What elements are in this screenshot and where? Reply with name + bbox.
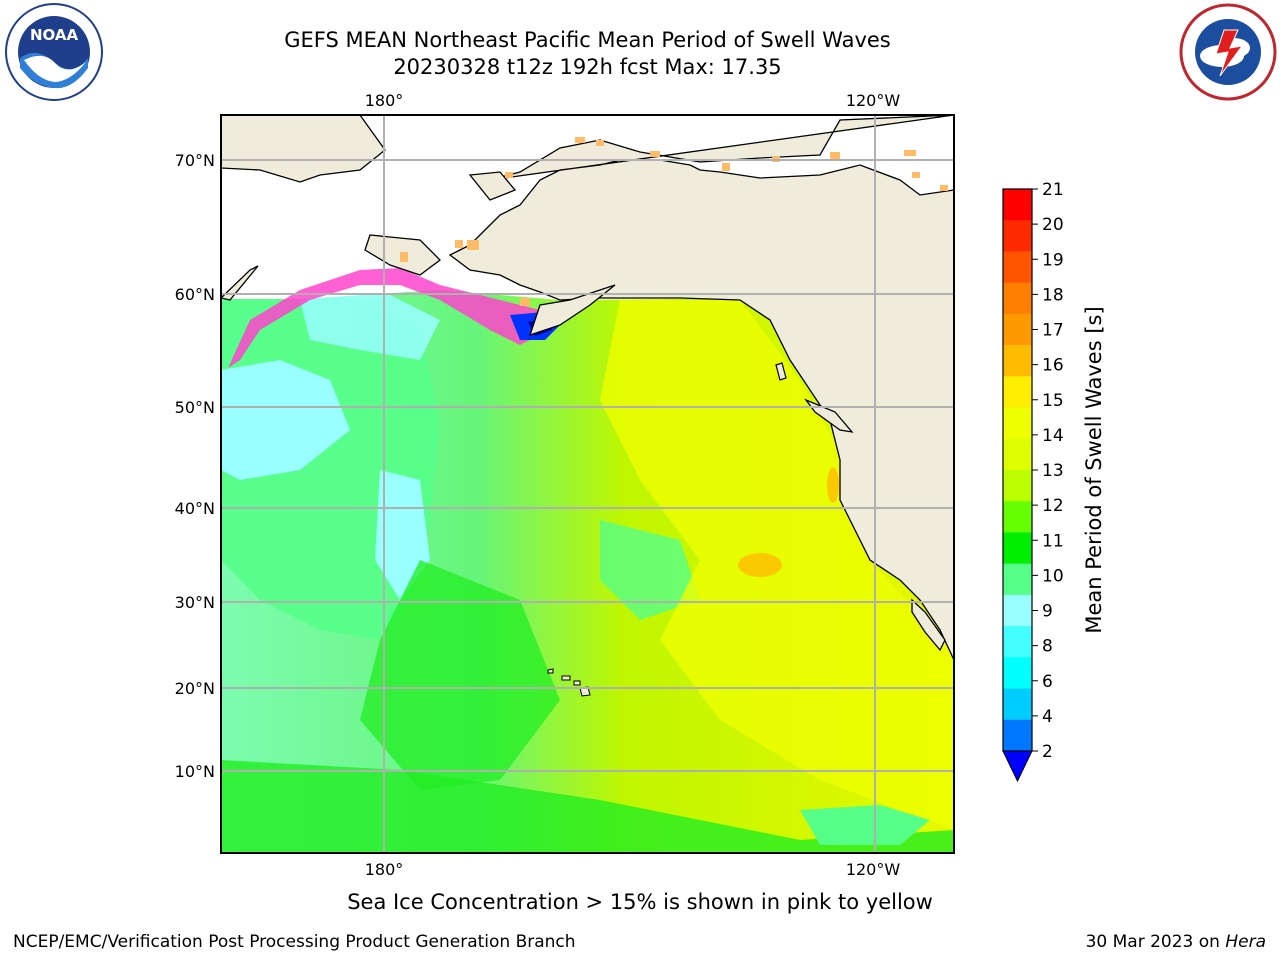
noaa-logo: NOAA: [5, 3, 103, 101]
colorbar-segment: [1003, 345, 1032, 377]
colorbar-tick-label: 6: [1042, 672, 1053, 692]
map-field: [221, 115, 954, 853]
colorbar-segment: [1003, 251, 1032, 284]
colorbar-tick-label: 18: [1042, 285, 1064, 305]
colorbar-tick-label: 15: [1042, 391, 1064, 411]
colorbar-tick-label: 16: [1042, 356, 1064, 376]
lat-label: 30°N: [175, 593, 215, 612]
colorbar-tick-label: 12: [1042, 496, 1064, 516]
svg-text:NOAA: NOAA: [30, 26, 79, 44]
colorbar-tick-label: 2: [1042, 742, 1053, 762]
map-frame: [220, 114, 955, 854]
colorbar-extend-arrow: [1002, 750, 1033, 783]
sea-ice-note: Sea Ice Concentration > 15% is shown in …: [347, 890, 933, 914]
colorbar-tick-label: 20: [1042, 215, 1064, 235]
graticule: [221, 115, 954, 853]
colorbar-segment: [1003, 470, 1032, 502]
footer-host: Hera: [1225, 932, 1266, 952]
colorbar-segment: [1003, 313, 1032, 346]
colorbar-segment: [1003, 220, 1032, 252]
footer-date-text: 30 Mar 2023 on: [1085, 932, 1226, 952]
lat-label: 20°N: [175, 679, 215, 698]
footer-credit: NCEP/EMC/Verification Post Processing Pr…: [13, 932, 576, 952]
lon-label-bottom: 120°W: [846, 860, 901, 879]
colorbar-segment: [1003, 594, 1032, 627]
colorbar-segment: [1003, 407, 1032, 440]
colorbar-tick-label: 14: [1042, 426, 1064, 446]
colorbar-segment: [1003, 688, 1032, 721]
colorbar-tick-label: 13: [1042, 461, 1064, 481]
colorbar-ticks: 21 20 19 18 17 16 15 14 13 12 11 10 9 8 6 4 2: [1032, 180, 1064, 762]
map-title: GEFS MEAN Northeast Pacific Mean Period …: [284, 28, 891, 52]
colorbar-segment: [1003, 376, 1032, 409]
lat-label: 60°N: [175, 285, 215, 304]
lon-label-top: 120°W: [846, 91, 901, 110]
colorbar: 21 20 19 18 17 16 15 14 13 12 11 10 9 8 6 4 2 Mean Perio…: [1002, 180, 1106, 783]
nws-logo: [1179, 3, 1277, 101]
lat-label: 40°N: [175, 499, 215, 518]
map-panel: 70°N 60°N 50°N 40°N 30°N 20°N 10°N 180° …: [175, 91, 955, 879]
colorbar-tick-label: 17: [1042, 321, 1064, 341]
colorbar-segment: [1003, 532, 1032, 565]
lon-label-top: 180°: [365, 91, 404, 110]
colorbar-segment: [1003, 563, 1032, 596]
map-subtitle: 20230328 t12z 192h fcst Max: 17.35: [393, 55, 782, 79]
colorbar-tick-label: 8: [1042, 637, 1053, 657]
colorbar-tick-label: 19: [1042, 250, 1064, 270]
colorbar-tick-label: 9: [1042, 602, 1053, 622]
colorbar-segments: [1002, 189, 1033, 783]
colorbar-segment: [1003, 501, 1032, 533]
colorbar-segment: [1003, 438, 1032, 471]
colorbar-tick-label: 11: [1042, 531, 1064, 551]
lat-label: 70°N: [175, 151, 215, 170]
colorbar-segment: [1003, 626, 1032, 658]
footer-date: 30 Mar 2023 on Hera: [1086, 932, 1266, 952]
colorbar-segment: [1003, 282, 1032, 315]
colorbar-segment: [1003, 719, 1032, 752]
lat-label: 50°N: [175, 398, 215, 417]
colorbar-segment: [1003, 657, 1032, 690]
lat-label: 10°N: [175, 762, 215, 781]
colorbar-tick-label: 10: [1042, 566, 1064, 586]
colorbar-tick-label: 21: [1042, 180, 1064, 200]
colorbar-tick-label: 4: [1042, 707, 1053, 727]
colorbar-segment: [1003, 189, 1032, 221]
colorbar-label: Mean Period of Swell Waves [s]: [1082, 306, 1106, 633]
lon-label-bottom: 180°: [365, 860, 404, 879]
